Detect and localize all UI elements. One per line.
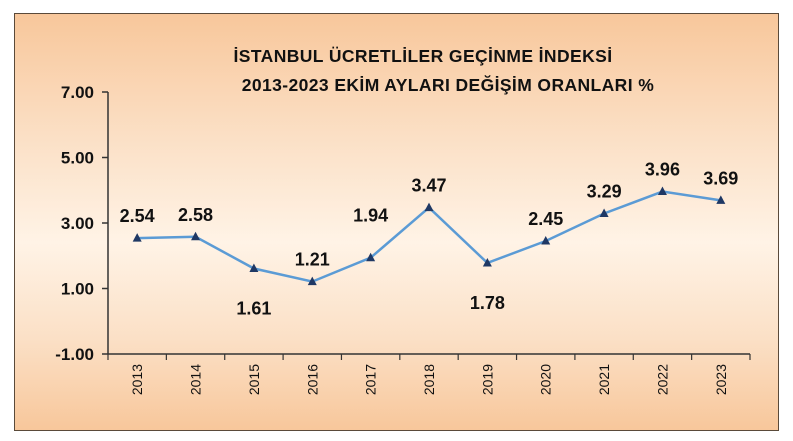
data-label: 1.61 [236, 299, 271, 319]
x-tick-label: 2023 [713, 364, 729, 395]
x-tick-label: 2022 [654, 364, 670, 395]
data-labels: 2.54 2.58 1.61 1.21 1.94 3.47 1.78 2.45 3.29 3.96… [120, 160, 739, 319]
x-tick-label: 2015 [246, 364, 262, 395]
data-point-marker [132, 233, 142, 242]
x-tick-label: 2016 [304, 364, 320, 395]
data-label: 1.21 [295, 250, 330, 270]
data-label: 3.96 [645, 160, 680, 180]
y-tick-label: 7.00 [61, 83, 94, 102]
x-tick-label: 2020 [538, 364, 554, 395]
x-tick-label: 2017 [363, 364, 379, 395]
series-markers [132, 186, 726, 286]
x-tick-label: 2019 [479, 364, 495, 395]
data-point-marker [249, 263, 259, 273]
data-label: 3.29 [587, 182, 622, 202]
data-label: 2.58 [178, 205, 213, 225]
data-point-marker [191, 231, 201, 241]
y-tick-label: 5.00 [61, 149, 94, 168]
data-label: 1.94 [353, 206, 388, 226]
y-axis-ticks: -1.00 1.00 3.00 5.00 7.00 [55, 83, 108, 364]
x-tick-label: 2014 [188, 364, 204, 395]
data-point-marker [424, 202, 434, 212]
y-tick-label: 3.00 [61, 214, 94, 233]
data-label: 3.47 [411, 176, 446, 196]
y-tick-label: 1.00 [61, 280, 94, 299]
x-tick-label: 2021 [596, 364, 612, 395]
data-point-marker [366, 252, 376, 262]
chart-frame: İSTANBUL ÜCRETLİLER GEÇİNME İNDEKSİ 2013… [14, 13, 779, 431]
line-chart: İSTANBUL ÜCRETLİLER GEÇİNME İNDEKSİ 2013… [55, 46, 751, 395]
y-tick-label: -1.00 [55, 345, 94, 364]
chart-subtitle: 2013-2023 EKİM AYLARI DEĞİŞİM ORANLARI % [242, 74, 654, 95]
data-point-marker [307, 276, 317, 286]
data-point-marker [716, 195, 726, 204]
x-tick-label: 2018 [421, 364, 437, 395]
x-axis-ticks: 2013 2014 2015 2016 2017 2018 2019 2020 2021 2022… [107, 354, 751, 395]
data-label: 1.78 [470, 293, 505, 313]
data-point-marker [541, 236, 551, 245]
data-point-marker [657, 186, 667, 196]
x-tick-label: 2013 [129, 364, 145, 395]
chart-title: İSTANBUL ÜCRETLİLER GEÇİNME İNDEKSİ [234, 46, 613, 66]
data-label: 3.69 [703, 168, 738, 188]
data-point-marker [482, 257, 492, 267]
data-point-marker [599, 208, 609, 218]
data-label: 2.45 [528, 209, 563, 229]
data-label: 2.54 [120, 206, 155, 226]
